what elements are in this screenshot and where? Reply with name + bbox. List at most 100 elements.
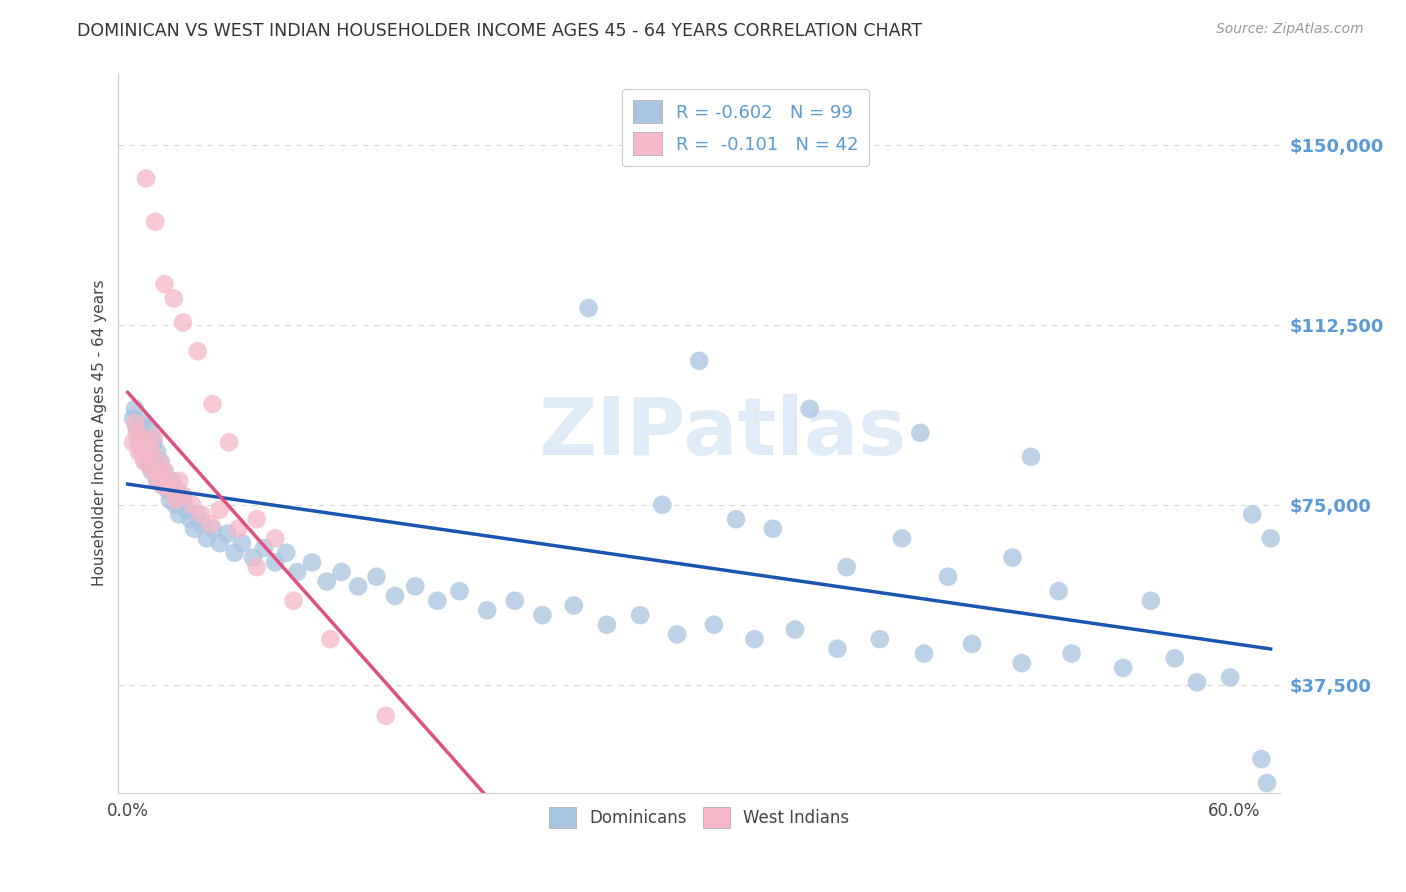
Point bbox=[384, 589, 406, 603]
Point bbox=[163, 292, 186, 306]
Point bbox=[301, 555, 323, 569]
Point bbox=[1001, 550, 1024, 565]
Point bbox=[1112, 661, 1135, 675]
Point bbox=[531, 608, 554, 623]
Point bbox=[1260, 532, 1282, 546]
Point bbox=[157, 474, 180, 488]
Point bbox=[912, 647, 935, 661]
Point bbox=[152, 478, 174, 492]
Point bbox=[165, 493, 187, 508]
Point bbox=[139, 440, 162, 454]
Point bbox=[283, 593, 305, 607]
Point bbox=[143, 215, 166, 229]
Point bbox=[139, 459, 162, 474]
Point bbox=[688, 354, 710, 368]
Point bbox=[578, 301, 600, 315]
Point bbox=[869, 632, 891, 647]
Point bbox=[141, 431, 163, 445]
Point bbox=[1011, 656, 1033, 670]
Point bbox=[651, 498, 673, 512]
Point bbox=[153, 277, 176, 291]
Point bbox=[148, 454, 170, 468]
Point bbox=[124, 416, 146, 430]
Point bbox=[136, 421, 159, 435]
Point bbox=[149, 469, 172, 483]
Point bbox=[890, 532, 912, 546]
Text: DOMINICAN VS WEST INDIAN HOUSEHOLDER INCOME AGES 45 - 64 YEARS CORRELATION CHART: DOMINICAN VS WEST INDIAN HOUSEHOLDER INC… bbox=[77, 22, 922, 40]
Point bbox=[703, 617, 725, 632]
Point bbox=[200, 516, 222, 531]
Point bbox=[1185, 675, 1208, 690]
Point bbox=[134, 431, 156, 445]
Text: ZIPatlas: ZIPatlas bbox=[538, 393, 907, 472]
Point bbox=[148, 459, 170, 474]
Point bbox=[628, 608, 651, 623]
Point bbox=[503, 593, 526, 607]
Point bbox=[125, 421, 148, 435]
Point bbox=[1250, 752, 1272, 766]
Point bbox=[122, 435, 145, 450]
Point bbox=[152, 478, 174, 492]
Point bbox=[562, 599, 585, 613]
Point bbox=[404, 579, 426, 593]
Point bbox=[157, 483, 180, 498]
Y-axis label: Householder Income Ages 45 - 64 years: Householder Income Ages 45 - 64 years bbox=[93, 279, 107, 586]
Point bbox=[134, 454, 156, 468]
Point bbox=[744, 632, 766, 647]
Point bbox=[190, 508, 212, 522]
Point bbox=[176, 502, 198, 516]
Point bbox=[169, 508, 191, 522]
Point bbox=[181, 498, 204, 512]
Point bbox=[166, 483, 188, 498]
Point bbox=[315, 574, 337, 589]
Point bbox=[141, 464, 163, 478]
Point bbox=[217, 526, 239, 541]
Point bbox=[172, 493, 194, 508]
Point bbox=[149, 454, 172, 468]
Point bbox=[163, 488, 186, 502]
Point bbox=[135, 454, 157, 468]
Point bbox=[165, 498, 187, 512]
Point bbox=[596, 617, 619, 632]
Point bbox=[142, 431, 165, 445]
Point bbox=[374, 709, 396, 723]
Point bbox=[319, 632, 342, 647]
Point bbox=[1140, 593, 1163, 607]
Point bbox=[724, 512, 747, 526]
Point bbox=[201, 522, 224, 536]
Point bbox=[135, 435, 157, 450]
Point bbox=[141, 445, 163, 459]
Point bbox=[190, 516, 212, 531]
Point bbox=[762, 522, 785, 536]
Point bbox=[136, 450, 159, 464]
Point bbox=[172, 488, 194, 502]
Point bbox=[910, 425, 932, 440]
Point bbox=[195, 532, 218, 546]
Point bbox=[960, 637, 983, 651]
Point bbox=[936, 570, 959, 584]
Point bbox=[179, 512, 201, 526]
Point bbox=[187, 508, 209, 522]
Point bbox=[160, 483, 183, 498]
Point bbox=[146, 445, 169, 459]
Point bbox=[1219, 671, 1241, 685]
Point bbox=[136, 450, 159, 464]
Point bbox=[835, 560, 858, 574]
Legend: Dominicans, West Indians: Dominicans, West Indians bbox=[543, 800, 856, 835]
Point bbox=[218, 435, 240, 450]
Point bbox=[1047, 584, 1070, 599]
Point bbox=[246, 512, 269, 526]
Point bbox=[131, 445, 153, 459]
Point bbox=[129, 425, 152, 440]
Point bbox=[827, 641, 849, 656]
Point bbox=[475, 603, 498, 617]
Point bbox=[264, 532, 287, 546]
Point bbox=[128, 435, 150, 450]
Point bbox=[160, 474, 183, 488]
Point bbox=[799, 401, 821, 416]
Point bbox=[264, 555, 287, 569]
Point bbox=[1019, 450, 1042, 464]
Point bbox=[253, 541, 276, 555]
Point bbox=[783, 623, 806, 637]
Point bbox=[347, 579, 370, 593]
